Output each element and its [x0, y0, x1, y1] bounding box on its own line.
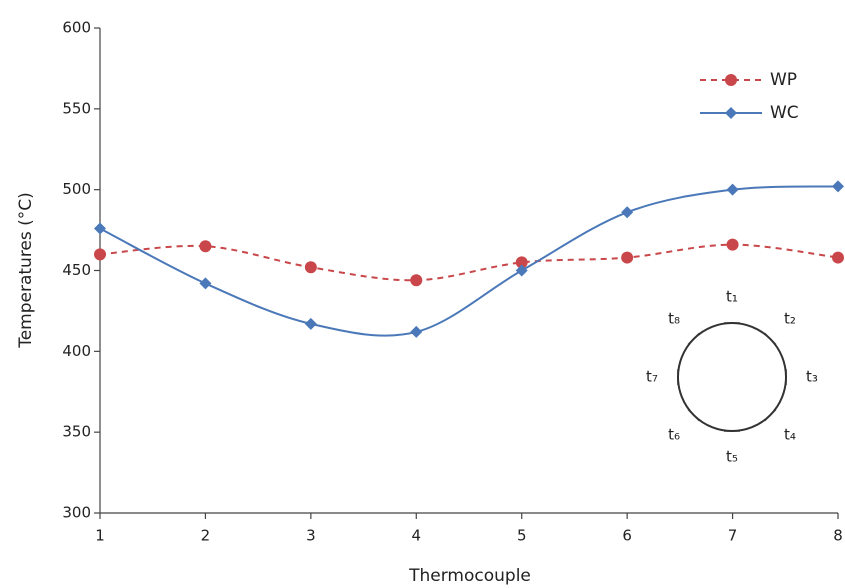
inset-label: t₃	[806, 368, 818, 386]
x-tick-label: 7	[728, 527, 738, 545]
x-tick-label: 4	[412, 527, 422, 545]
inset-tick	[763, 408, 777, 422]
y-tick-label: 600	[62, 19, 91, 37]
inset-tick	[687, 332, 701, 346]
data-point	[410, 325, 423, 338]
data-point	[832, 180, 844, 193]
inset-label: t₇	[646, 368, 658, 386]
x-tick-label: 3	[306, 527, 316, 545]
y-tick-label: 350	[62, 423, 91, 441]
legend-marker	[725, 74, 737, 86]
data-point	[621, 206, 634, 219]
inset-label: t₂	[784, 310, 796, 328]
x-tick-label: 6	[622, 527, 632, 545]
data-point	[515, 256, 528, 269]
inset-label: t₁	[726, 288, 738, 306]
data-point	[410, 274, 423, 287]
y-tick-label: 400	[62, 342, 91, 360]
data-point	[94, 248, 106, 261]
x-tick-label: 1	[95, 527, 105, 545]
inset-tick	[687, 408, 701, 422]
y-tick-label: 300	[62, 504, 91, 522]
legend-marker	[725, 107, 737, 119]
legend-label: WC	[770, 103, 799, 123]
data-point	[621, 251, 634, 264]
y-tick-label: 500	[62, 180, 91, 198]
data-point	[94, 222, 106, 235]
series-line	[99, 185, 839, 337]
data-point	[199, 277, 212, 290]
inset-tick	[763, 332, 777, 346]
data-point	[726, 238, 739, 251]
inset-diagram: t₁ t₂ t₃ t₄ t₅ t₆ t₇ t₈	[646, 288, 818, 466]
data-point	[304, 261, 317, 274]
data-point	[832, 251, 844, 264]
data-point	[304, 317, 317, 330]
y-tick-label: 550	[62, 99, 91, 117]
data-point	[726, 183, 739, 196]
data-point	[199, 240, 212, 253]
x-tick-label: 8	[833, 527, 843, 545]
legend-label: WP	[770, 70, 797, 90]
y-axis-label: Temperatures (°C)	[16, 192, 36, 349]
series-line	[99, 243, 839, 282]
inset-label: t₅	[726, 448, 738, 466]
y-tick-label: 450	[62, 261, 91, 279]
data-point	[515, 264, 528, 277]
x-tick-label: 2	[201, 527, 211, 545]
inset-label: t₈	[668, 310, 680, 328]
x-axis-label: Thermocouple	[408, 566, 531, 586]
x-tick-label: 5	[517, 527, 527, 545]
inset-label: t₆	[668, 425, 680, 443]
inset-label: t₄	[784, 425, 796, 443]
